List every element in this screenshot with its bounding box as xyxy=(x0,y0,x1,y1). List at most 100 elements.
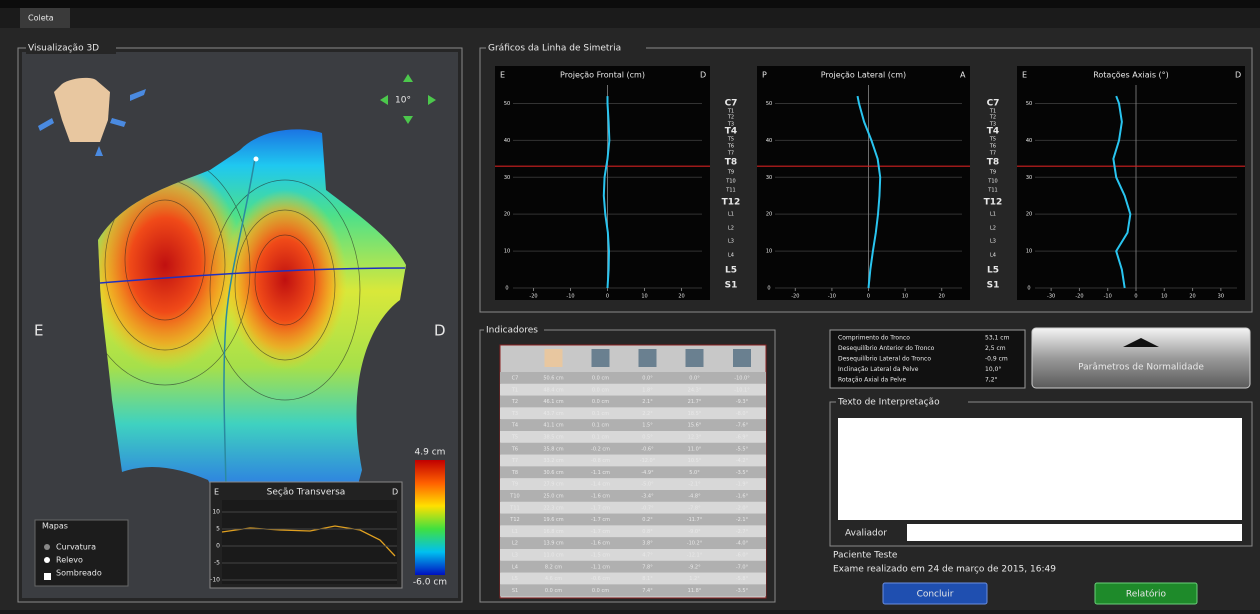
section-tick: 0 xyxy=(216,543,220,550)
radio-curvatura[interactable] xyxy=(44,544,50,550)
table-cell: -5.8° xyxy=(736,576,749,582)
normality-button[interactable] xyxy=(1032,328,1250,388)
table-cell: -1.9° xyxy=(736,482,749,488)
y-tick-label: 20 xyxy=(504,212,510,218)
table-row xyxy=(500,490,766,502)
vertebra-label: T12 xyxy=(722,198,741,208)
table-cell: 0.5° xyxy=(642,435,653,441)
y-tick-label: 20 xyxy=(766,212,772,218)
vertebra-label: L1 xyxy=(728,212,734,218)
table-cell: 0.0 cm xyxy=(592,387,609,393)
table-cell: -4.8° xyxy=(688,494,701,500)
table-cell: 25.0 cm xyxy=(543,494,563,500)
table-cell: 24.3° xyxy=(688,387,702,393)
table-cell: 30.6 cm xyxy=(543,470,563,476)
table-cell: L5 xyxy=(512,576,518,582)
table-row xyxy=(500,561,766,573)
table-cell: 8.2 cm xyxy=(545,564,562,570)
color-scale xyxy=(415,460,445,575)
table-cell: 18.5° xyxy=(688,411,702,417)
plot-right: D xyxy=(1235,71,1241,80)
summary-label: Rotação Axial da Pelve xyxy=(838,377,906,384)
table-cell: T12 xyxy=(509,517,519,523)
app-window: ColetaVisualização 3D10°ED4.9 cm-6.0 cmE… xyxy=(0,0,1260,610)
vertebra-label: S1 xyxy=(987,281,1000,291)
table-cell: 7.8° xyxy=(642,564,653,570)
table-cell: L4 xyxy=(512,564,518,570)
patient-name: Paciente Teste xyxy=(833,551,898,561)
vertebra-label: T2 xyxy=(727,115,734,121)
plot-right: D xyxy=(700,71,706,80)
vertebra-label: T8 xyxy=(725,158,737,168)
table-cell: 12.3° xyxy=(688,435,702,441)
map-option: Relevo xyxy=(56,556,83,565)
table-row xyxy=(500,419,766,431)
column-icon xyxy=(639,349,657,367)
table-cell: 3.8° xyxy=(642,541,653,547)
table-cell: 1.5° xyxy=(642,423,653,429)
table-row xyxy=(500,525,766,537)
table-cell: T5 xyxy=(511,435,518,441)
table-cell: T8 xyxy=(511,470,518,476)
table-cell: -2.7° xyxy=(736,529,749,535)
x-tick-label: 30 xyxy=(1218,294,1224,300)
table-row xyxy=(500,407,766,419)
table-cell: -1.5 cm xyxy=(591,553,610,559)
vertebra-label: S1 xyxy=(725,281,738,291)
x-tick-label: 10 xyxy=(902,294,908,300)
page: {"tab":"Coleta", "view3d":{"title":"Visu… xyxy=(0,0,1260,610)
table-cell: 0.8° xyxy=(642,529,653,535)
vertebra-label: T5 xyxy=(727,137,734,143)
y-tick-label: 0 xyxy=(505,286,508,292)
column-icon xyxy=(545,349,563,367)
vertebra-label: L4 xyxy=(728,253,734,259)
table-cell: S1 xyxy=(512,588,518,594)
table-cell: -1.1 cm xyxy=(591,564,610,570)
side-left: E xyxy=(34,322,43,340)
section-left: E xyxy=(214,488,219,497)
interpretation-textarea[interactable] xyxy=(838,418,1242,520)
table-cell: 0.0 cm xyxy=(592,399,609,405)
top-bar xyxy=(0,0,1260,8)
x-tick-label: -20 xyxy=(791,294,799,300)
check-sombreado[interactable] xyxy=(44,573,51,580)
summary-value: 53,1 cm xyxy=(985,335,1010,342)
table-cell: -4.9° xyxy=(641,470,654,476)
radio-relevo[interactable] xyxy=(44,557,50,563)
table-cell: 10.5° xyxy=(688,458,702,464)
table-cell: -5.5° xyxy=(736,446,749,452)
vertebra-label: L5 xyxy=(987,266,999,276)
x-tick-label: -20 xyxy=(1075,294,1083,300)
table-cell: 0.0 cm xyxy=(592,376,609,382)
table-cell: -8.0° xyxy=(736,411,749,417)
table-cell: 2.1° xyxy=(642,399,653,405)
vertebra-label: T7 xyxy=(727,151,734,157)
y-tick-label: 50 xyxy=(1026,101,1032,107)
x-tick-label: 0 xyxy=(867,294,870,300)
y-tick-label: 50 xyxy=(504,101,510,107)
plot-left: E xyxy=(1022,71,1027,80)
summary-label: Comprimento do Tronco xyxy=(838,335,910,342)
plot-bg xyxy=(757,66,970,300)
table-cell: -6.9° xyxy=(736,435,749,441)
table-row xyxy=(500,478,766,490)
table-cell: -6.0° xyxy=(736,553,749,559)
vertebra-label: T5 xyxy=(989,137,996,143)
table-row xyxy=(500,384,766,396)
vertebra-label: T10 xyxy=(987,179,997,185)
x-tick-label: 10 xyxy=(1161,294,1167,300)
evaluator-input[interactable] xyxy=(907,524,1242,541)
table-cell: 38.5 cm xyxy=(543,435,563,441)
table-cell: -10.1° xyxy=(734,387,750,393)
table-cell: 13.9 cm xyxy=(543,541,563,547)
section-title: Seção Transversa xyxy=(267,488,346,498)
table-cell: 0.0 cm xyxy=(592,588,609,594)
table-cell: -1.1 cm xyxy=(591,470,610,476)
table-cell: 11.0 cm xyxy=(543,553,563,559)
table-row xyxy=(500,396,766,408)
table-cell: -0.2 cm xyxy=(591,446,610,452)
table-cell: -9.2° xyxy=(688,564,701,570)
summary-value: -0,9 cm xyxy=(985,356,1008,363)
table-cell: -9.0° xyxy=(688,529,701,535)
table-cell: 5.0° xyxy=(689,470,700,476)
